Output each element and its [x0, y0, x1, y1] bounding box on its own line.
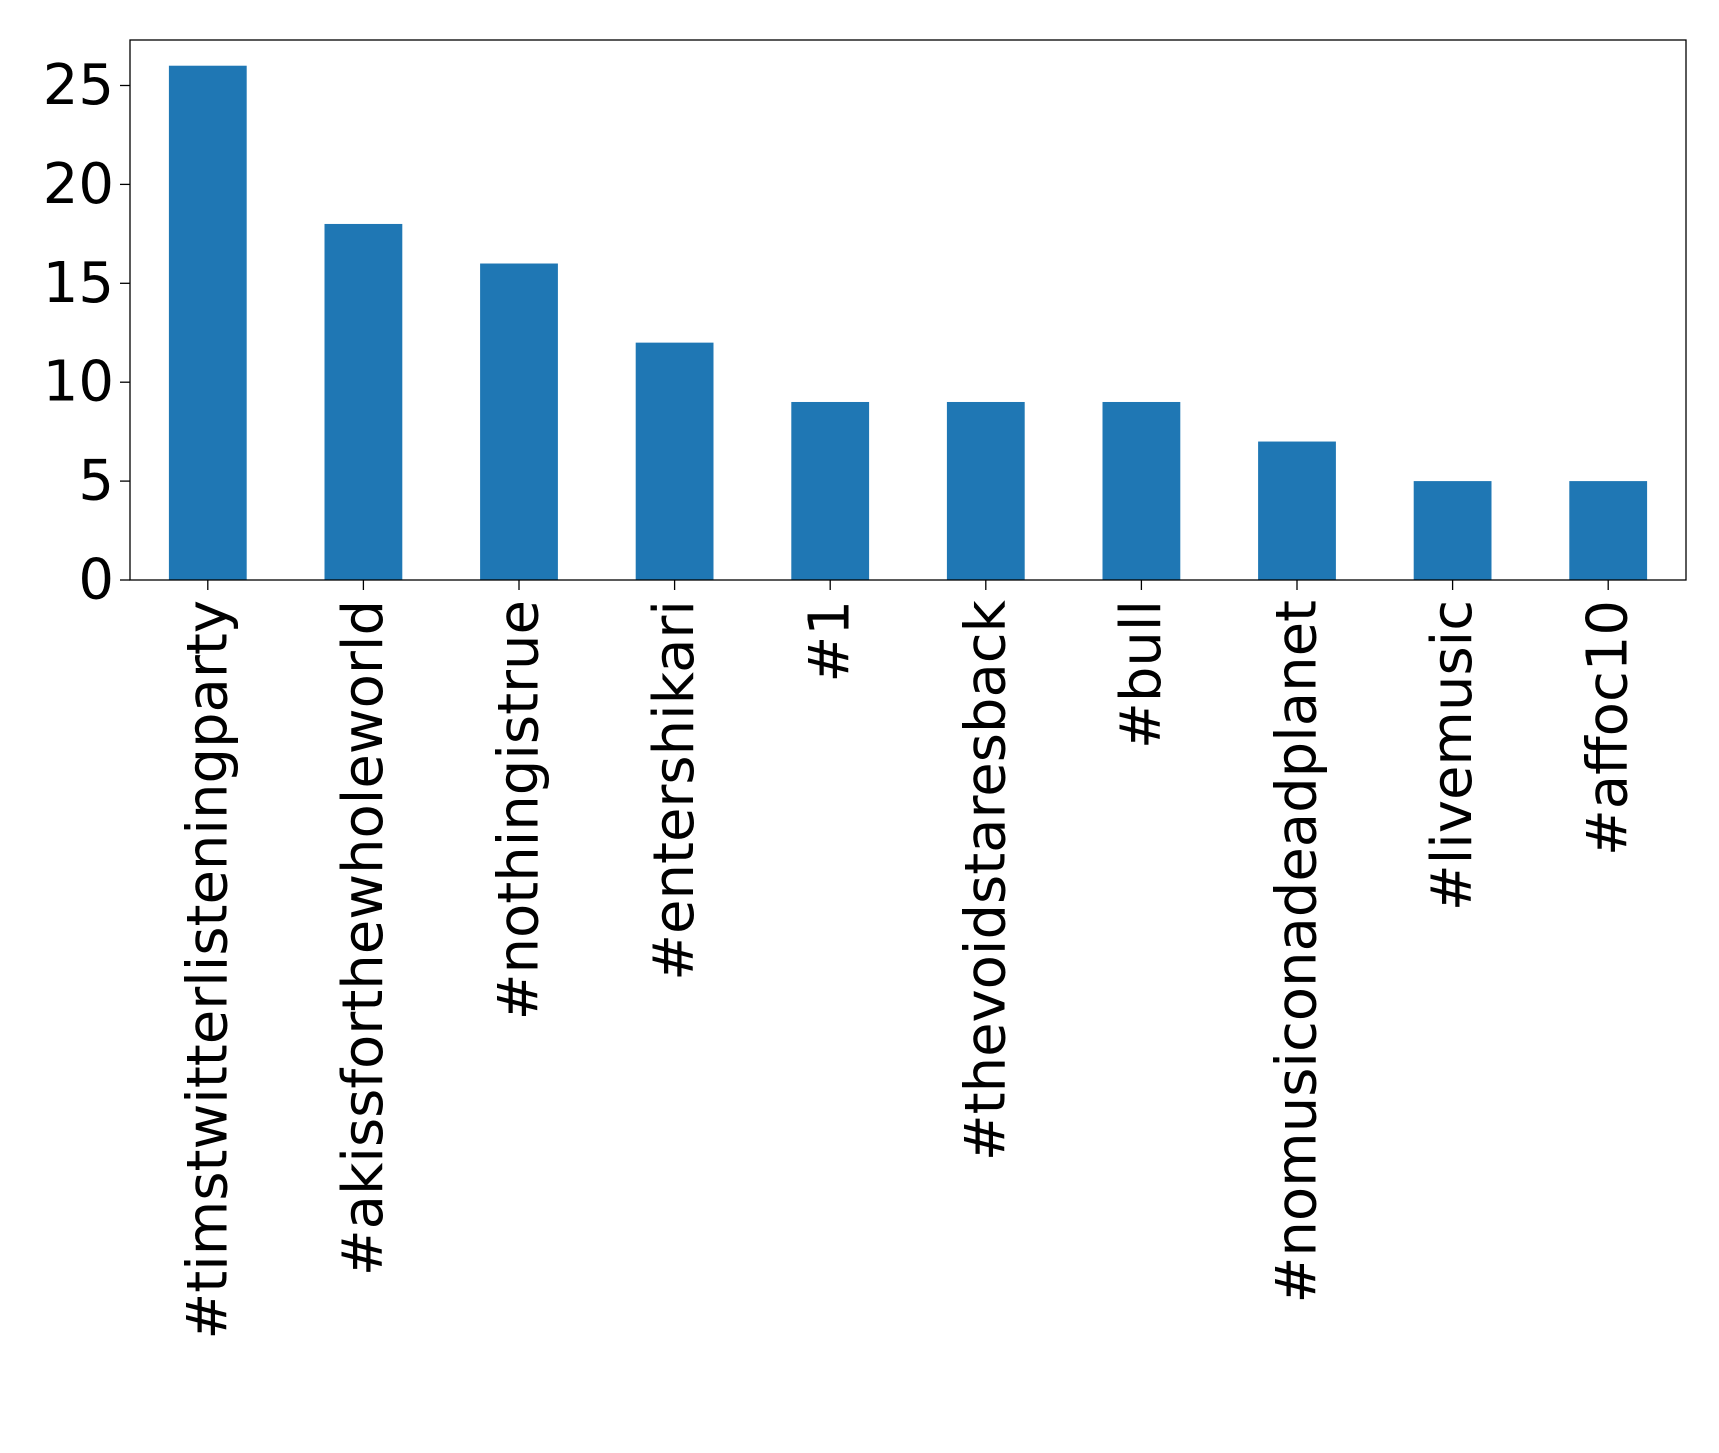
x-tick-label: #akissforthewholeworld [331, 600, 396, 1276]
bar [1413, 481, 1492, 580]
x-tick-label: #nomusiconadeadplanet [1265, 600, 1330, 1304]
x-tick-label: #timstwitterlisteningparty [175, 600, 240, 1340]
x-tick-label: #nothingistrue [487, 600, 552, 1020]
bar [480, 263, 558, 580]
y-tick-label: 25 [43, 53, 114, 118]
plot-frame [129, 39, 1687, 581]
x-tick-label: #affoc10 [1576, 600, 1641, 856]
x-tick-label: #livemusic [1420, 600, 1485, 911]
bar [791, 401, 870, 580]
y-tick-label: 10 [43, 350, 114, 415]
y-tick-label: 0 [78, 548, 114, 613]
bar [635, 342, 714, 580]
bars-group [168, 65, 1648, 580]
bar [324, 223, 403, 580]
y-tick-label: 5 [78, 449, 114, 514]
y-tick-label: 20 [43, 152, 114, 217]
bar [1569, 481, 1648, 580]
x-tick-label: #entershikari [642, 600, 707, 981]
x-tick-label: #thevoidstaresback [953, 599, 1018, 1161]
x-tick-label: #bull [1109, 600, 1174, 749]
y-tick-label: 15 [43, 251, 114, 316]
x-axis: #timstwitterlisteningparty #akissforthewh… [175, 580, 1641, 1340]
x-tick-label: #1 [798, 600, 863, 683]
bar [1102, 401, 1181, 580]
bar [946, 401, 1025, 580]
y-axis: 0 5 10 15 20 25 [43, 53, 130, 613]
bar [1258, 441, 1336, 580]
bar [168, 65, 247, 580]
